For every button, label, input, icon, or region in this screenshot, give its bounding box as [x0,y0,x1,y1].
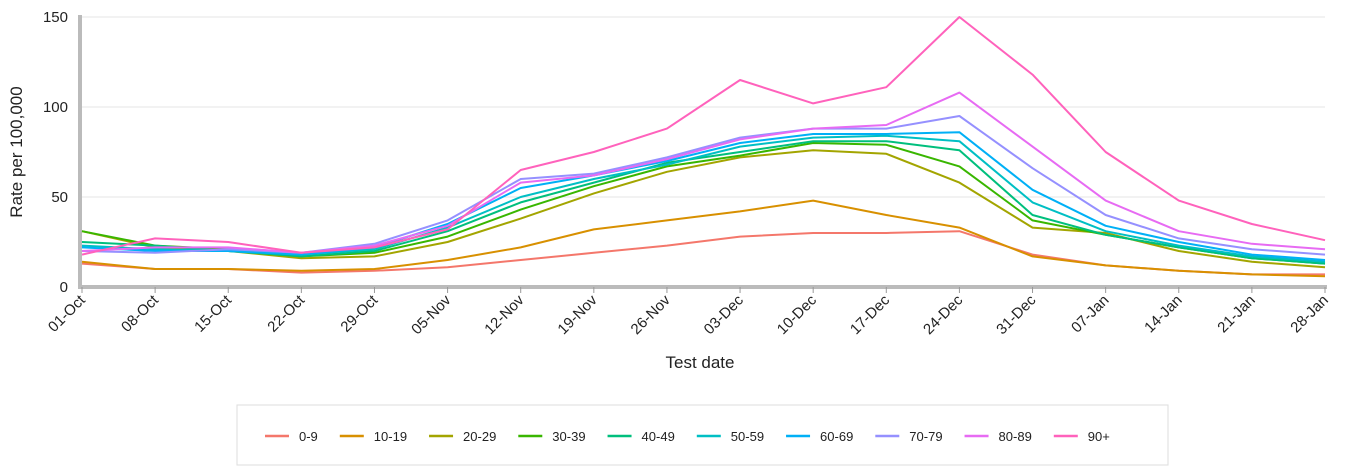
y-tick-label: 150 [43,9,68,26]
legend-label: 40-49 [642,429,675,444]
x-tick-label: 17-Dec [847,291,894,338]
x-tick-label: 03-Dec [701,291,748,338]
y-tick-label: 100 [43,99,68,116]
x-tick-label: 10-Dec [774,291,821,338]
x-tick-label: 29-Oct [337,291,381,335]
x-tick-label: 05-Nov [408,291,455,338]
x-tick-label: 07-Jan [1068,292,1112,336]
y-axis-label: Rate per 100,000 [7,86,26,217]
y-tick-label: 0 [60,279,68,296]
legend-label: 0-9 [299,429,318,444]
legend-label: 60-69 [820,429,853,444]
series-line [81,131,1326,261]
x-tick-label: 22-Oct [264,291,308,335]
series-line [81,134,1326,263]
x-tick-label: 28-Jan [1287,292,1331,336]
legend-box [236,404,1169,466]
legend-label: 20-29 [463,429,496,444]
x-tick-label: 31-Dec [993,291,1040,338]
x-tick-label: 15-Oct [191,291,235,335]
x-tick-label: 21-Jan [1214,292,1258,336]
x-tick-label: 14-Jan [1141,292,1185,336]
x-tick-label: 12-Nov [481,291,528,338]
series-line [81,16,1326,256]
x-tick-label: 26-Nov [628,291,675,338]
legend-label: 50-59 [731,429,764,444]
series-line [81,199,1326,278]
legend-label: 30-39 [552,429,585,444]
legend-label: 80-89 [999,429,1032,444]
x-axis-label: Test date [666,353,735,372]
x-tick-label: 01-Oct [45,291,89,335]
legend-label: 10-19 [374,429,407,444]
legend-label: 90+ [1088,429,1110,444]
legend-label: 70-79 [909,429,942,444]
x-tick-label: 24-Dec [920,291,967,338]
x-tick-label: 08-Oct [118,291,162,335]
series-line [81,142,1326,265]
x-tick-label: 19-Nov [554,291,601,338]
y-tick-label: 50 [51,189,68,206]
series-line [81,140,1326,265]
